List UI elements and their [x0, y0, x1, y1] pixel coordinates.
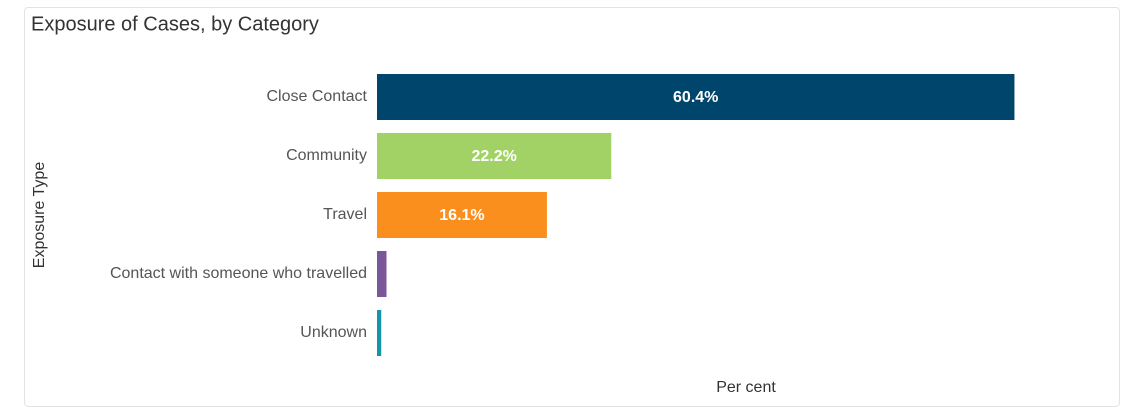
x-axis-label: Per cent [716, 379, 776, 396]
y-tick-label: Contact with someone who travelled [110, 265, 367, 282]
y-tick-label: Close Contact [267, 88, 368, 105]
bar [377, 133, 612, 179]
bar [377, 310, 382, 356]
chart-title: Exposure of Cases, by Category [31, 13, 319, 35]
y-axis-label: Exposure Type [31, 162, 48, 269]
y-tick-label: Community [286, 147, 367, 164]
bar [377, 74, 1015, 120]
y-tick-label: Travel [323, 206, 367, 223]
bar [377, 192, 547, 238]
y-tick-label: Unknown [300, 324, 367, 341]
data-label: 16.1% [439, 207, 484, 224]
data-label: 22.2% [471, 148, 516, 165]
bar [377, 251, 387, 297]
data-label: 60.4% [673, 89, 718, 106]
